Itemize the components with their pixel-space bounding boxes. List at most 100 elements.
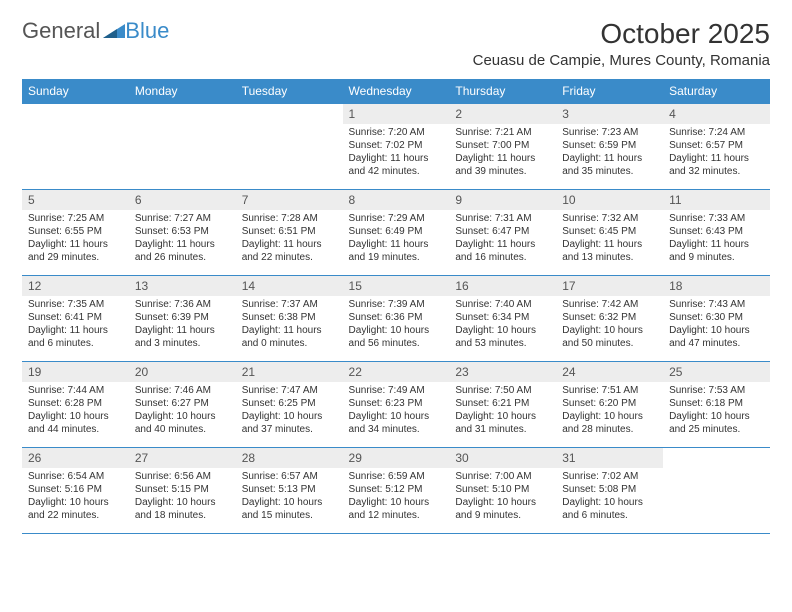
cell-body: Sunrise: 7:31 AMSunset: 6:47 PMDaylight:… <box>449 210 556 268</box>
day-number: 29 <box>343 448 450 468</box>
daylight: Daylight: 11 hours and 22 minutes. <box>242 238 337 264</box>
cell-body: Sunrise: 7:50 AMSunset: 6:21 PMDaylight:… <box>449 382 556 440</box>
day-number: 20 <box>129 362 236 382</box>
day-number: 9 <box>449 190 556 210</box>
cell-body: Sunrise: 6:59 AMSunset: 5:12 PMDaylight:… <box>343 468 450 526</box>
daylight: Daylight: 11 hours and 39 minutes. <box>455 152 550 178</box>
daylight: Daylight: 10 hours and 50 minutes. <box>562 324 657 350</box>
cell-body: Sunrise: 7:36 AMSunset: 6:39 PMDaylight:… <box>129 296 236 354</box>
calendar-row: 5Sunrise: 7:25 AMSunset: 6:55 PMDaylight… <box>22 190 770 276</box>
cell-body: Sunrise: 7:37 AMSunset: 6:38 PMDaylight:… <box>236 296 343 354</box>
day-header: Friday <box>556 79 663 104</box>
header: General Blue October 2025 Ceuasu de Camp… <box>22 18 770 69</box>
calendar-cell: 15Sunrise: 7:39 AMSunset: 6:36 PMDayligh… <box>343 276 450 362</box>
sunrise: Sunrise: 6:56 AM <box>135 470 230 483</box>
sunrise: Sunrise: 7:02 AM <box>562 470 657 483</box>
calendar-cell: 2Sunrise: 7:21 AMSunset: 7:00 PMDaylight… <box>449 104 556 190</box>
calendar-cell: 23Sunrise: 7:50 AMSunset: 6:21 PMDayligh… <box>449 362 556 448</box>
sunset: Sunset: 6:36 PM <box>349 311 444 324</box>
calendar-cell: 29Sunrise: 6:59 AMSunset: 5:12 PMDayligh… <box>343 448 450 534</box>
sunset: Sunset: 6:30 PM <box>669 311 764 324</box>
day-number: 2 <box>449 104 556 124</box>
sunrise: Sunrise: 7:35 AM <box>28 298 123 311</box>
day-header: Sunday <box>22 79 129 104</box>
daylight: Daylight: 11 hours and 35 minutes. <box>562 152 657 178</box>
daylight: Daylight: 10 hours and 44 minutes. <box>28 410 123 436</box>
cell-body: Sunrise: 7:23 AMSunset: 6:59 PMDaylight:… <box>556 124 663 182</box>
sunrise: Sunrise: 7:33 AM <box>669 212 764 225</box>
calendar-table: Sunday Monday Tuesday Wednesday Thursday… <box>22 79 770 534</box>
daylight: Daylight: 11 hours and 16 minutes. <box>455 238 550 264</box>
calendar-cell: 9Sunrise: 7:31 AMSunset: 6:47 PMDaylight… <box>449 190 556 276</box>
daylight: Daylight: 10 hours and 53 minutes. <box>455 324 550 350</box>
day-number: 30 <box>449 448 556 468</box>
daylight: Daylight: 11 hours and 3 minutes. <box>135 324 230 350</box>
sunrise: Sunrise: 7:21 AM <box>455 126 550 139</box>
daylight: Daylight: 10 hours and 22 minutes. <box>28 496 123 522</box>
calendar-cell: 27Sunrise: 6:56 AMSunset: 5:15 PMDayligh… <box>129 448 236 534</box>
day-header: Wednesday <box>343 79 450 104</box>
calendar-cell: 4Sunrise: 7:24 AMSunset: 6:57 PMDaylight… <box>663 104 770 190</box>
sunset: Sunset: 5:08 PM <box>562 483 657 496</box>
sunrise: Sunrise: 7:20 AM <box>349 126 444 139</box>
calendar-cell: 24Sunrise: 7:51 AMSunset: 6:20 PMDayligh… <box>556 362 663 448</box>
daylight: Daylight: 10 hours and 40 minutes. <box>135 410 230 436</box>
cell-body: Sunrise: 7:46 AMSunset: 6:27 PMDaylight:… <box>129 382 236 440</box>
sunset: Sunset: 6:27 PM <box>135 397 230 410</box>
cell-body: Sunrise: 6:57 AMSunset: 5:13 PMDaylight:… <box>236 468 343 526</box>
cell-body: Sunrise: 7:44 AMSunset: 6:28 PMDaylight:… <box>22 382 129 440</box>
cell-body: Sunrise: 7:27 AMSunset: 6:53 PMDaylight:… <box>129 210 236 268</box>
sunrise: Sunrise: 7:50 AM <box>455 384 550 397</box>
cell-body: Sunrise: 7:32 AMSunset: 6:45 PMDaylight:… <box>556 210 663 268</box>
sunrise: Sunrise: 7:40 AM <box>455 298 550 311</box>
cell-body: Sunrise: 7:39 AMSunset: 6:36 PMDaylight:… <box>343 296 450 354</box>
calendar-cell <box>663 448 770 534</box>
logo-text-2: Blue <box>125 18 169 44</box>
sunrise: Sunrise: 7:28 AM <box>242 212 337 225</box>
sunset: Sunset: 6:32 PM <box>562 311 657 324</box>
sunset: Sunset: 6:47 PM <box>455 225 550 238</box>
cell-body: Sunrise: 6:54 AMSunset: 5:16 PMDaylight:… <box>22 468 129 526</box>
sunset: Sunset: 5:15 PM <box>135 483 230 496</box>
logo-icon <box>103 18 125 44</box>
daylight: Daylight: 10 hours and 18 minutes. <box>135 496 230 522</box>
calendar-cell: 21Sunrise: 7:47 AMSunset: 6:25 PMDayligh… <box>236 362 343 448</box>
location: Ceuasu de Campie, Mures County, Romania <box>473 52 770 69</box>
daylight: Daylight: 10 hours and 56 minutes. <box>349 324 444 350</box>
cell-body: Sunrise: 7:49 AMSunset: 6:23 PMDaylight:… <box>343 382 450 440</box>
daylight: Daylight: 11 hours and 26 minutes. <box>135 238 230 264</box>
sunset: Sunset: 6:28 PM <box>28 397 123 410</box>
day-number: 1 <box>343 104 450 124</box>
sunrise: Sunrise: 7:39 AM <box>349 298 444 311</box>
calendar-cell: 7Sunrise: 7:28 AMSunset: 6:51 PMDaylight… <box>236 190 343 276</box>
daylight: Daylight: 10 hours and 31 minutes. <box>455 410 550 436</box>
day-number: 24 <box>556 362 663 382</box>
cell-body: Sunrise: 7:47 AMSunset: 6:25 PMDaylight:… <box>236 382 343 440</box>
cell-body: Sunrise: 6:56 AMSunset: 5:15 PMDaylight:… <box>129 468 236 526</box>
sunset: Sunset: 7:02 PM <box>349 139 444 152</box>
sunset: Sunset: 6:25 PM <box>242 397 337 410</box>
day-number: 22 <box>343 362 450 382</box>
day-number: 13 <box>129 276 236 296</box>
day-number: 14 <box>236 276 343 296</box>
daylight: Daylight: 10 hours and 28 minutes. <box>562 410 657 436</box>
daylight: Daylight: 10 hours and 25 minutes. <box>669 410 764 436</box>
day-header: Saturday <box>663 79 770 104</box>
daylight: Daylight: 11 hours and 13 minutes. <box>562 238 657 264</box>
day-number: 3 <box>556 104 663 124</box>
sunrise: Sunrise: 7:31 AM <box>455 212 550 225</box>
daylight: Daylight: 10 hours and 37 minutes. <box>242 410 337 436</box>
sunset: Sunset: 6:21 PM <box>455 397 550 410</box>
sunrise: Sunrise: 7:53 AM <box>669 384 764 397</box>
calendar-cell: 11Sunrise: 7:33 AMSunset: 6:43 PMDayligh… <box>663 190 770 276</box>
day-header: Thursday <box>449 79 556 104</box>
day-number: 12 <box>22 276 129 296</box>
sunset: Sunset: 5:16 PM <box>28 483 123 496</box>
day-header: Tuesday <box>236 79 343 104</box>
sunset: Sunset: 5:12 PM <box>349 483 444 496</box>
calendar-cell: 16Sunrise: 7:40 AMSunset: 6:34 PMDayligh… <box>449 276 556 362</box>
calendar-cell <box>129 104 236 190</box>
calendar-cell: 3Sunrise: 7:23 AMSunset: 6:59 PMDaylight… <box>556 104 663 190</box>
cell-body: Sunrise: 7:40 AMSunset: 6:34 PMDaylight:… <box>449 296 556 354</box>
calendar-cell: 19Sunrise: 7:44 AMSunset: 6:28 PMDayligh… <box>22 362 129 448</box>
